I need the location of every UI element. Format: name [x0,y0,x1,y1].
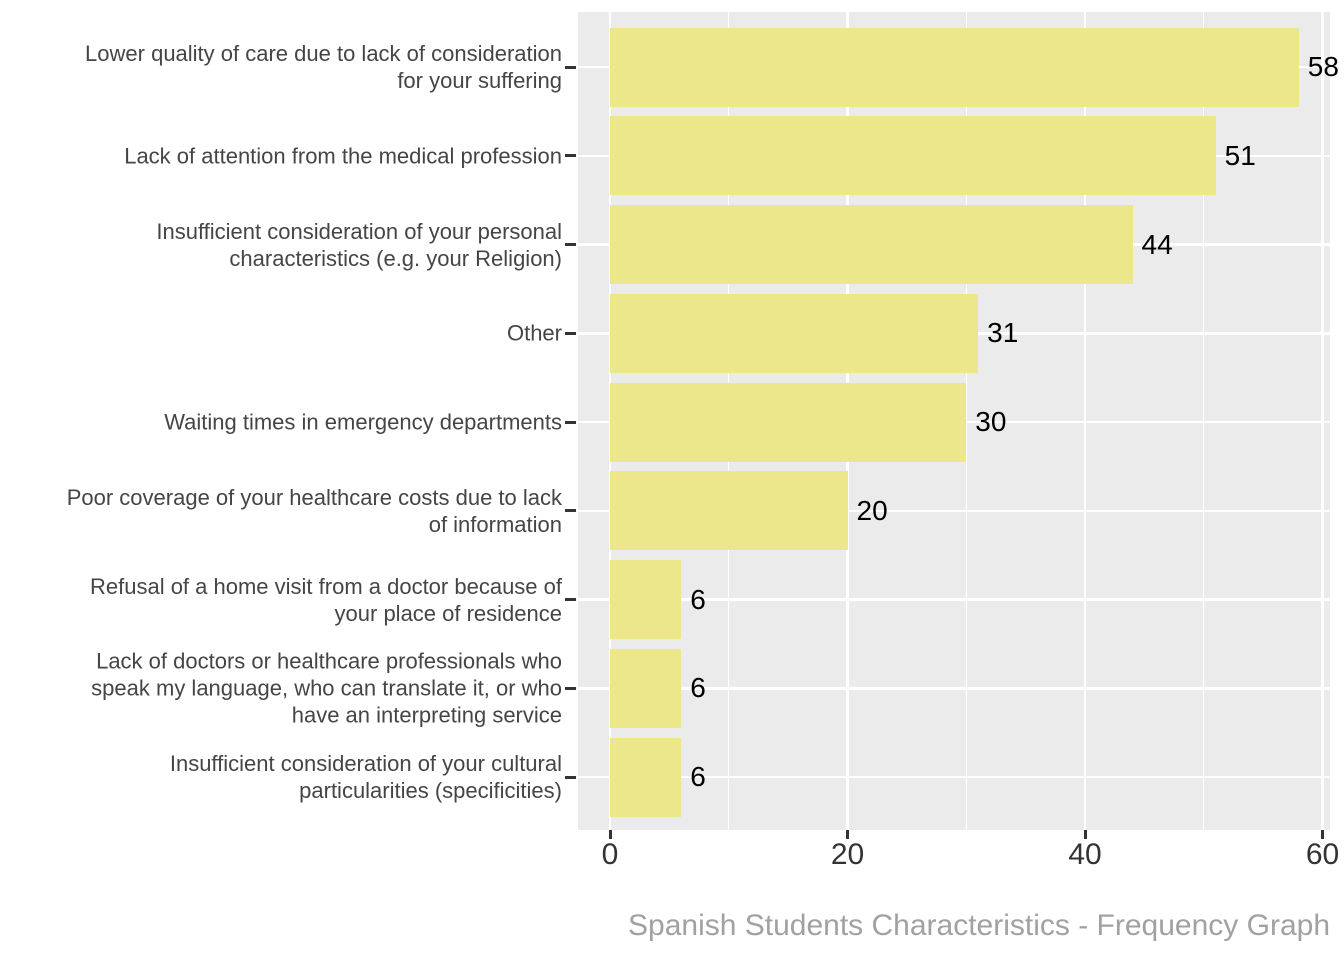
x-axis-tick-mark [1321,830,1324,839]
y-axis-tick-mark [565,509,576,513]
bar-value-label: 6 [690,761,706,792]
y-axis-tick-label: Waiting times in emergency departments [164,409,562,435]
bar-value-label: 30 [975,406,1007,437]
chart-caption: Spanish Students Characteristics - Frequ… [628,909,1330,942]
bar-value-label: 31 [987,317,1019,349]
x-axis-tick-label: 40 [1068,838,1102,871]
bar [610,293,979,373]
bar [610,205,1133,284]
plot-panel: 58 51 44 31 30 20 6 6 6 [578,12,1339,830]
bar [610,116,1216,196]
y-axis-tick-label: Lack of doctors or healthcare profession… [91,648,562,728]
y-axis-tick-mark [565,598,576,601]
bar [610,382,967,462]
y-axis-tick-label: Lower quality of care due to lack of con… [85,41,562,93]
y-axis-tick-mark [565,420,576,424]
bar-value-label: 6 [690,583,706,615]
gridline-y-major [578,598,1330,601]
bar-value-label: 44 [1141,228,1173,260]
x-axis-tick-mark [1083,830,1087,839]
x-axis-tick-label: 0 [601,838,619,871]
bar-value-label: 20 [856,494,888,526]
bar-value-label: 51 [1224,139,1256,171]
y-axis-tick-label: Poor coverage of your healthcare costs d… [66,484,562,537]
x-axis-tick-label: 20 [830,838,865,871]
x-axis-tick-mark [846,830,849,839]
bar [610,737,682,817]
y-axis-tick-mark [565,154,576,158]
y-axis-tick-label: Insufficient consideration of your perso… [156,218,562,271]
y-axis-tick-mark [565,686,576,690]
y-axis-tick-label: Lack of attention from the medical profe… [124,143,562,169]
y-axis-tick-mark [565,331,576,335]
y-axis-tick-mark [565,243,576,246]
y-axis-tick-label: Refusal of a home visit from a doctor be… [89,573,562,626]
bar-value-label: 58 [1307,51,1339,82]
x-axis-tick-label: 60 [1305,838,1340,871]
y-axis-tick-mark [565,775,576,779]
y-axis-tick-label: Insufficient consideration of your cultu… [169,751,562,803]
gridline-y-major [578,687,1330,690]
y-axis-tick-mark [565,65,576,69]
bar-value-label: 6 [690,672,706,704]
bar [610,648,682,728]
bar [610,560,682,639]
bar [610,471,848,551]
bar [610,27,1299,107]
gridline-y-major [578,775,1330,779]
gridline-y-major [578,509,1330,512]
x-axis-tick-mark [608,830,612,839]
y-axis-tick-label: Other [506,320,562,346]
